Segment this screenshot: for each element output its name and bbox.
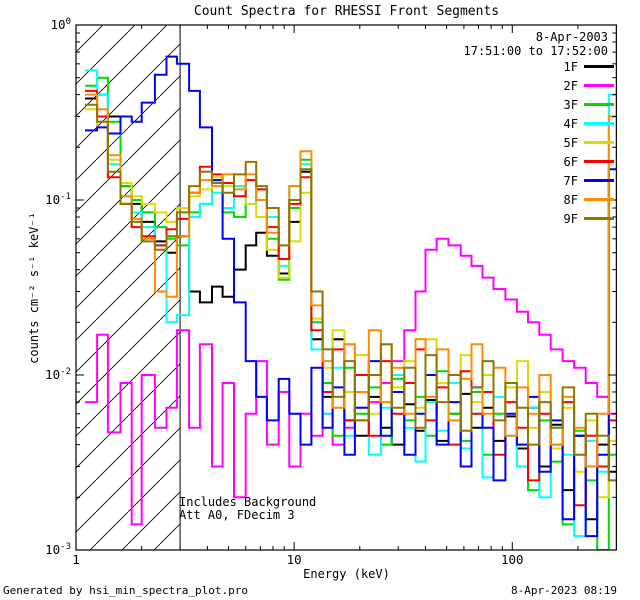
observation-date: 8-Apr-2003 xyxy=(535,30,608,44)
spectrum-curve-2f xyxy=(85,237,617,526)
y-axis-label: counts cm⁻² s⁻¹ keV⁻¹ xyxy=(27,212,41,364)
legend-label-8f: 8F xyxy=(563,192,578,207)
legend-item-2f: 2F xyxy=(564,76,614,95)
spectrum-curve-9f xyxy=(85,103,617,482)
legend-item-7f: 7F xyxy=(564,171,614,190)
legend-swatch-9f xyxy=(584,217,614,220)
plot-annotations: Includes Background Att A0, FDecim 3 xyxy=(179,496,316,522)
observation-time-range: 17:51:00 to 17:52:00 xyxy=(463,44,609,58)
y-tick-label-1e-1: 10-1 xyxy=(45,192,71,207)
legend-label-4f: 4F xyxy=(563,116,578,131)
annotation-includes-background: Includes Background xyxy=(179,495,317,509)
legend-swatch-4f xyxy=(584,122,614,125)
legend-swatch-6f xyxy=(584,160,614,163)
y-tick-label-1e-2: 10-2 xyxy=(45,367,71,382)
hatched-low-energy-region xyxy=(76,25,181,550)
legend-item-1f: 1F xyxy=(564,57,614,76)
legend-item-5f: 5F xyxy=(564,133,614,152)
legend-item-3f: 3F xyxy=(564,95,614,114)
legend-label-2f: 2F xyxy=(563,78,578,93)
legend-label-5f: 5F xyxy=(563,135,578,150)
annotation-attenuator-state: Att A0, FDecim 3 xyxy=(179,508,295,522)
legend-label-9f: 9F xyxy=(563,211,578,226)
legend-swatch-3f xyxy=(584,103,614,106)
x-tick-label-100: 100 xyxy=(501,552,524,567)
legend-item-4f: 4F xyxy=(564,114,614,133)
legend-item-6f: 6F xyxy=(564,152,614,171)
legend-label-6f: 6F xyxy=(563,154,578,169)
generation-timestamp: 8-Apr-2023 08:19 xyxy=(511,584,617,597)
detector-legend: 1F 2F 3F 4F 5F 6F 7F 8F 9F xyxy=(564,57,614,228)
legend-label-1f: 1F xyxy=(563,59,578,74)
generator-credit: Generated by hsi_min_spectra_plot.pro xyxy=(3,584,249,597)
x-tick-label-10: 10 xyxy=(287,552,302,567)
y-tick-label-1e-3: 10-3 xyxy=(45,542,71,557)
legend-swatch-2f xyxy=(584,84,614,87)
plot-title: Count Spectra for RHESSI Front Segments xyxy=(193,4,500,19)
legend-swatch-5f xyxy=(584,141,614,144)
legend-swatch-7f xyxy=(584,179,614,182)
legend-item-8f: 8F xyxy=(564,190,614,209)
legend-label-7f: 7F xyxy=(563,173,578,188)
y-tick-label-1e0: 100 xyxy=(51,17,71,32)
x-axis-label: Energy (keV) xyxy=(303,567,390,581)
legend-swatch-8f xyxy=(584,198,614,201)
legend-label-3f: 3F xyxy=(563,97,578,112)
legend-swatch-1f xyxy=(584,65,614,68)
legend-item-9f: 9F xyxy=(564,209,614,228)
spectrum-curve-8f xyxy=(85,93,617,468)
x-tick-label-1: 1 xyxy=(72,552,80,567)
